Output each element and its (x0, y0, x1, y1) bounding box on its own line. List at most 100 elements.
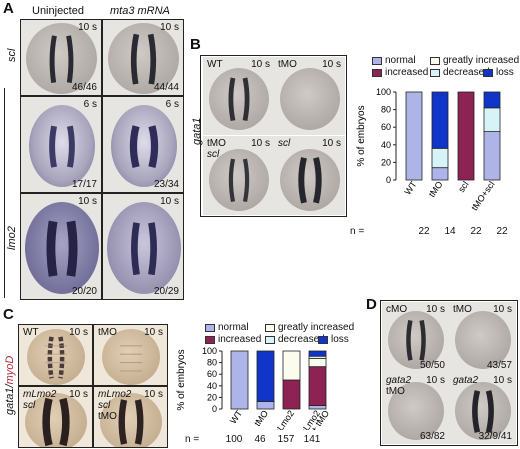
bar-segment-increased (282, 379, 301, 410)
legend-label: normal (385, 55, 416, 66)
embryo-image (102, 329, 160, 385)
row-bracket-lmo2 (4, 88, 5, 298)
embryo-image (25, 393, 87, 447)
tile-a-6: 10 s 20/29 (102, 193, 184, 300)
condition-label-3: tMO (98, 411, 117, 422)
embryo-image (455, 382, 511, 440)
tile-b-scl: scl 10 s (274, 136, 345, 215)
stage-label: 6 s (83, 99, 97, 110)
embryo-image (209, 68, 269, 130)
tile-a-3: 6 s 17/17 (20, 96, 102, 193)
y-axis-label: % of embryos (356, 105, 367, 166)
panel-label-d: D (366, 296, 377, 313)
y-tick-label: 20 (207, 392, 217, 402)
stage-label: 6 s (165, 99, 179, 110)
embryo-count: 50/50 (419, 360, 445, 371)
condition-label: cMO (386, 304, 408, 315)
row-label-myod: myoD (4, 355, 16, 385)
legend-swatch (372, 68, 382, 77)
tile-d-gata2: gata2 10 s 32/9/41 (449, 373, 516, 444)
stage-label: 10 s (426, 304, 445, 315)
row-label-gata1: gata1/ (4, 384, 16, 415)
y-tick-label: 80 (207, 358, 217, 368)
condition-label: gata2 (386, 375, 412, 386)
chart-c: % of embryos020406080100WTtMOscl+mLmo2sc… (176, 346, 331, 430)
legend-b-normal: normal (372, 55, 416, 66)
legend-b-greatly-increased: greatly increased (430, 55, 519, 66)
n-value: 22 (470, 226, 482, 237)
legend-label: greatly increased (278, 322, 355, 333)
condition-label: tMO (453, 304, 472, 315)
condition-label: tMO (278, 59, 297, 70)
tile-a-2: 10 s 44/44 (102, 19, 184, 96)
bar-segment-loss (431, 91, 449, 149)
bar-segment-normal (308, 405, 327, 410)
y-tick-label: 0 (386, 175, 391, 185)
legend-c-decreased: decreased (265, 334, 325, 345)
legend-swatch (265, 323, 275, 332)
tile-d-tmo: tMO 10 s 43/57 (449, 302, 516, 373)
condition-label: scl (278, 138, 291, 149)
col-title-uninjected: Uninjected (32, 5, 84, 17)
legend-swatch (265, 335, 275, 344)
legend-label: greatly increased (443, 55, 520, 66)
y-tick-label: 40 (207, 381, 217, 391)
legend-b-loss: loss (483, 67, 514, 78)
bar-segment-decreased (431, 147, 449, 169)
condition-label: mLmo2 (98, 389, 132, 400)
legend-swatch (430, 68, 440, 77)
legend-label: decreased (443, 67, 490, 78)
embryo-image (388, 382, 444, 440)
n-value: 46 (254, 434, 266, 445)
legend-b-decreased: decreased (430, 67, 490, 78)
legend-c-increased: increased (205, 334, 261, 345)
stage-label: 10 s (322, 59, 341, 70)
stage-label: 10 s (322, 138, 341, 149)
embryo-image (280, 68, 340, 130)
n-value: 14 (444, 226, 456, 237)
n-value: 22 (496, 226, 508, 237)
chart-c-n-row: n = 100 46 157 141 (172, 434, 350, 448)
legend-swatch (483, 68, 493, 77)
legend-label: normal (218, 322, 249, 333)
embryo-count: 17/17 (71, 179, 97, 190)
y-tick-label: 80 (381, 105, 391, 115)
embryo-image (280, 149, 340, 211)
n-label: n = (350, 226, 365, 237)
stage-label: 10 s (251, 138, 270, 149)
chart-b-n-row: n = 22 14 22 22 (350, 226, 518, 240)
tile-b-tmo: tMO 10 s (274, 57, 345, 135)
bar-segment-decreased (483, 107, 501, 133)
embryo-count: 20/20 (71, 286, 97, 297)
embryo-image (107, 202, 181, 294)
legend-label: increased (385, 67, 429, 78)
x-tick-label: tMO (252, 408, 270, 428)
panel-label-b: B (190, 36, 201, 53)
bar-segment-increased (308, 366, 327, 406)
embryo-image (108, 23, 179, 94)
n-value: 157 (277, 434, 295, 445)
condition-label: mLmo2 (23, 389, 57, 400)
embryo-image (209, 149, 269, 211)
legend-swatch (205, 335, 215, 344)
legend-swatch (318, 335, 328, 344)
embryo-image (455, 311, 511, 369)
row-label-scl: scl (6, 48, 18, 62)
stage-label: 10 s (426, 375, 445, 386)
legend-b-increased: increased (372, 67, 428, 78)
condition-label-2: scl (23, 400, 36, 411)
tile-b-tmo-scl: tMO scl 10 s (203, 136, 274, 215)
condition-label-2: scl (98, 400, 111, 411)
tile-a-1: 10 s 46/46 (20, 19, 102, 96)
n-value: 100 (225, 434, 243, 445)
bar-segment-loss (483, 91, 501, 109)
stage-label: 10 s (251, 59, 270, 70)
n-value: 141 (303, 434, 321, 445)
condition-label: WT (23, 327, 39, 338)
legend-label: increased (218, 334, 262, 345)
legend-label: decreased (278, 334, 325, 345)
x-tick-label: scl (456, 179, 471, 194)
y-tick-label: 0 (212, 404, 217, 414)
stage-label: 10 s (144, 389, 163, 400)
